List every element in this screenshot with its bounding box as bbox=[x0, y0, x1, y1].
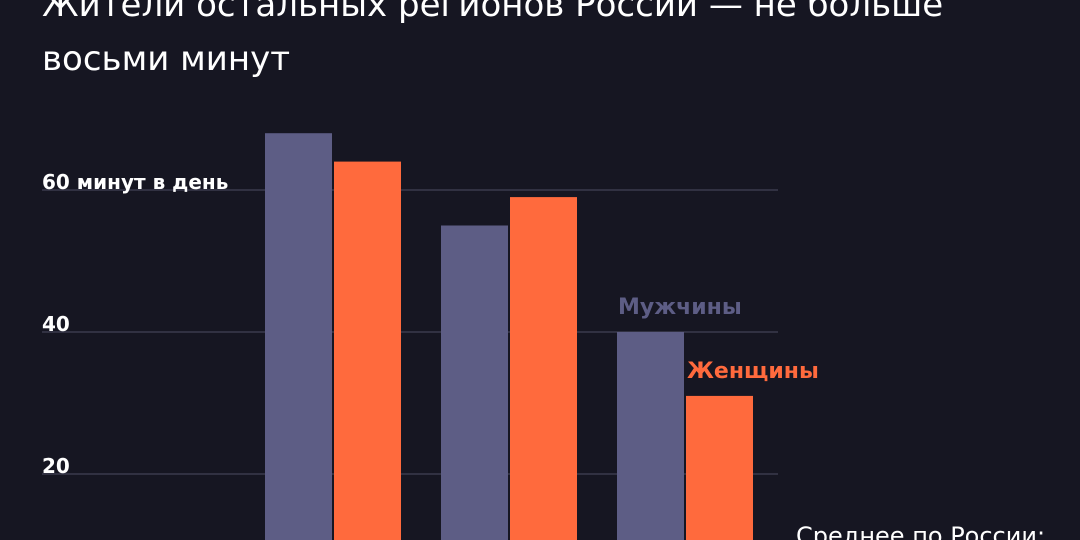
bar-women-2 bbox=[510, 197, 577, 540]
bar-layer bbox=[265, 133, 753, 540]
bar-women-3 bbox=[686, 395, 753, 540]
bar-women-1 bbox=[334, 161, 401, 540]
average-note: Среднее по России: bbox=[796, 522, 1046, 540]
bar-men-1 bbox=[265, 133, 332, 540]
chart-title: Жители остальных регионов России — не бо… bbox=[42, 0, 944, 79]
series-label-men: Мужчины bbox=[618, 295, 742, 320]
bar-men-3 bbox=[617, 332, 684, 540]
y-tick-label: 40 bbox=[42, 312, 70, 336]
y-tick-label: 60 минут в день bbox=[42, 170, 228, 194]
series-label-women: Женщины bbox=[687, 359, 819, 384]
y-tick-label: 20 bbox=[42, 454, 70, 478]
bar-men-2 bbox=[441, 225, 508, 540]
label-layer: 60 минут в день 40 20 Мужчины Женщины bbox=[42, 170, 819, 478]
